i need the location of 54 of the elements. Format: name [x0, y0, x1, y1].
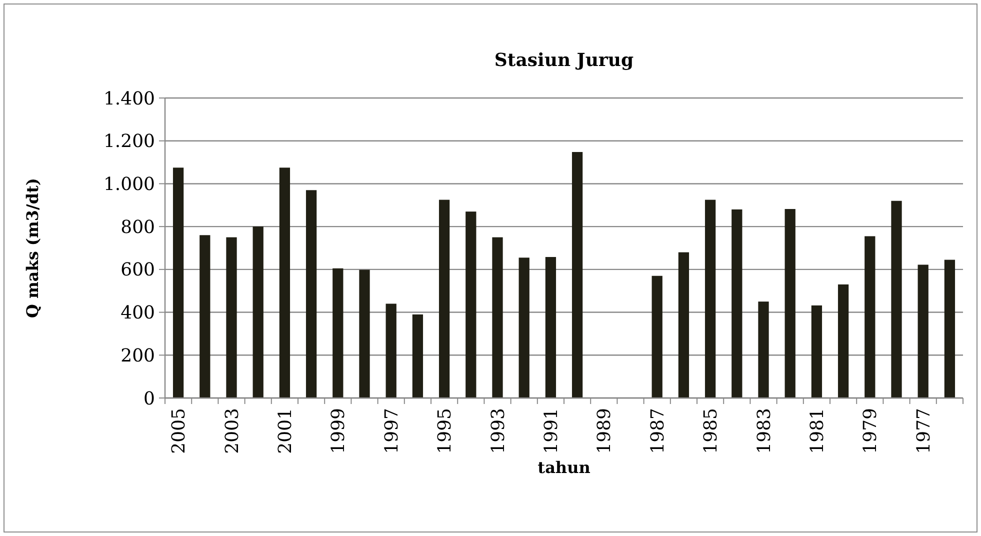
- x-tick-label: 2001: [275, 408, 296, 454]
- bar: [306, 190, 317, 398]
- x-tick-label: 2003: [222, 408, 243, 454]
- y-tick-label: 800: [120, 216, 155, 238]
- x-tick-label: 1987: [647, 408, 668, 454]
- x-tick-label: 1995: [434, 408, 456, 454]
- bar: [811, 305, 822, 398]
- bar: [359, 270, 370, 398]
- bar: [652, 276, 662, 398]
- bar: [172, 168, 184, 398]
- x-tick-label: 2005: [168, 408, 190, 454]
- x-tick-label: 1989: [594, 408, 616, 454]
- y-tick-label: 600: [120, 260, 155, 281]
- y-axis-title: Q maks (m3/dt): [23, 178, 42, 318]
- bar: [864, 236, 876, 398]
- bar: [332, 268, 344, 398]
- bar: [200, 235, 210, 398]
- bar: [518, 258, 530, 398]
- bar: [466, 212, 476, 398]
- y-tick-label: 200: [120, 345, 155, 366]
- bar: [732, 209, 742, 398]
- x-tick-label: 1985: [700, 408, 722, 454]
- bar: [572, 152, 583, 398]
- bar: [944, 260, 956, 398]
- x-axis-title: tahun: [538, 458, 591, 477]
- bar: [678, 252, 690, 398]
- bar: [918, 264, 928, 398]
- y-tick-label: 1.200: [103, 131, 155, 152]
- y-tick-label: 1.000: [103, 174, 155, 196]
- bar: [838, 284, 849, 398]
- y-tick-label: 1.400: [103, 88, 155, 110]
- bar: [279, 168, 290, 398]
- bar: [252, 226, 264, 398]
- bar: [412, 314, 424, 398]
- chart-title: Stasiun Jurug: [494, 50, 634, 71]
- x-tick-label: 1979: [860, 408, 882, 454]
- bar: [438, 200, 450, 398]
- bar: [545, 257, 556, 398]
- bar: [386, 304, 396, 398]
- x-tick-label: 1993: [488, 408, 509, 454]
- x-tick-label: 1999: [328, 408, 350, 454]
- x-tick-label: 1981: [807, 408, 828, 454]
- x-tick-label: 1991: [541, 408, 562, 454]
- bar: [758, 302, 769, 398]
- x-tick-label: 1997: [381, 408, 402, 454]
- bar: [226, 237, 237, 398]
- y-tick-label: 400: [120, 302, 155, 324]
- x-tick-label: 1983: [754, 408, 775, 454]
- y-tick-label: 0: [144, 388, 155, 410]
- bar: [891, 200, 902, 398]
- bar: [492, 237, 503, 398]
- x-tick-label: 1977: [913, 408, 934, 454]
- bar: [784, 209, 796, 398]
- bar: [704, 200, 716, 398]
